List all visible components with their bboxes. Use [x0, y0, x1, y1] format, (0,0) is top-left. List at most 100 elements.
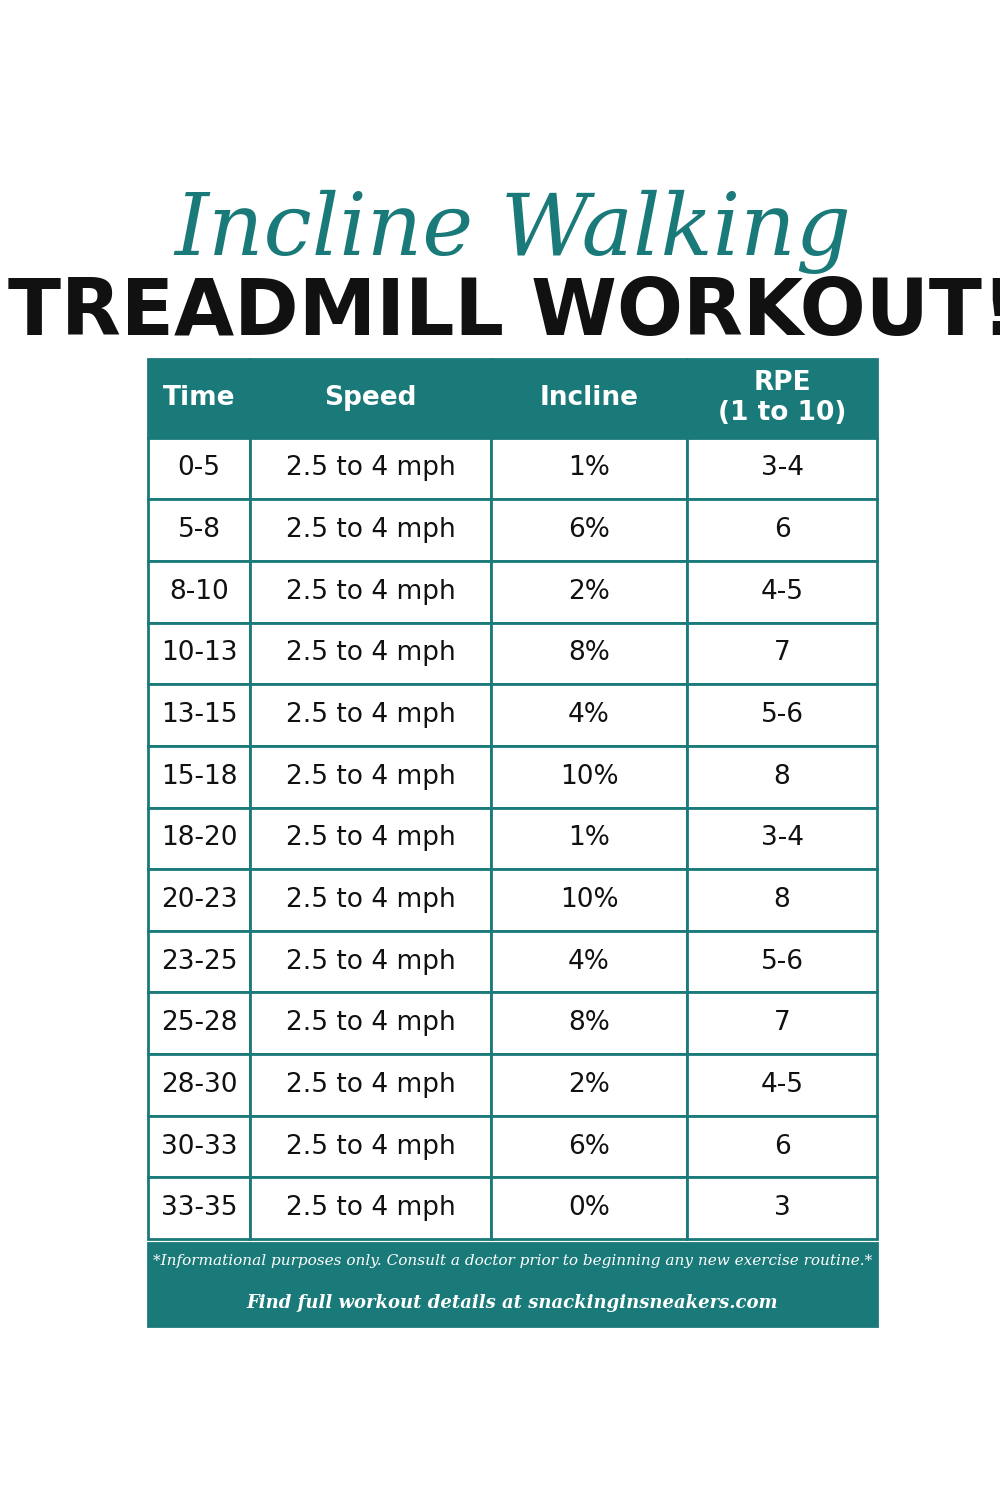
- Text: Time: Time: [163, 386, 235, 411]
- FancyBboxPatch shape: [250, 868, 491, 932]
- FancyBboxPatch shape: [687, 746, 877, 807]
- Text: 2.5 to 4 mph: 2.5 to 4 mph: [286, 1134, 455, 1160]
- Text: 2.5 to 4 mph: 2.5 to 4 mph: [286, 640, 455, 666]
- FancyBboxPatch shape: [687, 438, 877, 500]
- Text: 1%: 1%: [568, 825, 610, 852]
- Text: 5-8: 5-8: [178, 518, 221, 543]
- Text: 0%: 0%: [568, 1196, 610, 1221]
- FancyBboxPatch shape: [148, 746, 250, 807]
- FancyBboxPatch shape: [148, 1116, 250, 1178]
- Text: 2.5 to 4 mph: 2.5 to 4 mph: [286, 1072, 455, 1098]
- FancyBboxPatch shape: [491, 993, 687, 1054]
- Text: 4%: 4%: [568, 702, 610, 727]
- FancyBboxPatch shape: [250, 1116, 491, 1178]
- Text: 2.5 to 4 mph: 2.5 to 4 mph: [286, 702, 455, 727]
- FancyBboxPatch shape: [491, 868, 687, 932]
- Text: 0-5: 0-5: [178, 456, 221, 482]
- Text: 8%: 8%: [568, 1011, 610, 1036]
- FancyBboxPatch shape: [491, 1054, 687, 1116]
- FancyBboxPatch shape: [687, 358, 877, 438]
- FancyBboxPatch shape: [491, 561, 687, 622]
- Text: 13-15: 13-15: [161, 702, 237, 727]
- Text: 2.5 to 4 mph: 2.5 to 4 mph: [286, 1011, 455, 1036]
- FancyBboxPatch shape: [148, 932, 250, 993]
- Text: 6%: 6%: [568, 1134, 610, 1160]
- Text: 28-30: 28-30: [161, 1072, 237, 1098]
- FancyBboxPatch shape: [250, 684, 491, 746]
- Text: Incline Walking: Incline Walking: [174, 190, 851, 274]
- Text: 2.5 to 4 mph: 2.5 to 4 mph: [286, 886, 455, 914]
- FancyBboxPatch shape: [491, 932, 687, 993]
- FancyBboxPatch shape: [250, 1178, 491, 1239]
- Text: 8: 8: [774, 764, 790, 789]
- FancyBboxPatch shape: [491, 622, 687, 684]
- Text: Find full workout details at snackinginsneakers.com: Find full workout details at snackingins…: [247, 1293, 778, 1311]
- Text: 2.5 to 4 mph: 2.5 to 4 mph: [286, 825, 455, 852]
- Text: 33-35: 33-35: [161, 1196, 237, 1221]
- FancyBboxPatch shape: [148, 438, 250, 500]
- Text: 10-13: 10-13: [161, 640, 237, 666]
- FancyBboxPatch shape: [491, 1178, 687, 1239]
- Text: 6: 6: [774, 518, 790, 543]
- FancyBboxPatch shape: [687, 622, 877, 684]
- FancyBboxPatch shape: [491, 1116, 687, 1178]
- Text: 8%: 8%: [568, 640, 610, 666]
- Text: RPE
(1 to 10): RPE (1 to 10): [718, 370, 846, 426]
- Text: 2.5 to 4 mph: 2.5 to 4 mph: [286, 518, 455, 543]
- Text: 10%: 10%: [560, 886, 618, 914]
- Text: 5-6: 5-6: [761, 702, 804, 727]
- FancyBboxPatch shape: [148, 868, 250, 932]
- Text: 2.5 to 4 mph: 2.5 to 4 mph: [286, 1196, 455, 1221]
- FancyBboxPatch shape: [687, 1178, 877, 1239]
- FancyBboxPatch shape: [148, 1178, 250, 1239]
- FancyBboxPatch shape: [687, 684, 877, 746]
- Text: 3: 3: [774, 1196, 790, 1221]
- FancyBboxPatch shape: [491, 684, 687, 746]
- FancyBboxPatch shape: [687, 807, 877, 868]
- FancyBboxPatch shape: [250, 561, 491, 622]
- Text: 2.5 to 4 mph: 2.5 to 4 mph: [286, 579, 455, 604]
- Text: 7: 7: [774, 640, 790, 666]
- Text: 2%: 2%: [568, 579, 610, 604]
- Text: Speed: Speed: [324, 386, 417, 411]
- Text: 2.5 to 4 mph: 2.5 to 4 mph: [286, 456, 455, 482]
- FancyBboxPatch shape: [687, 500, 877, 561]
- Text: TREADMILL WORKOUT!: TREADMILL WORKOUT!: [8, 274, 1000, 351]
- FancyBboxPatch shape: [250, 500, 491, 561]
- FancyBboxPatch shape: [148, 807, 250, 868]
- Text: 1%: 1%: [568, 456, 610, 482]
- FancyBboxPatch shape: [148, 993, 250, 1054]
- Text: 15-18: 15-18: [161, 764, 237, 789]
- Text: 2.5 to 4 mph: 2.5 to 4 mph: [286, 764, 455, 789]
- Text: 20-23: 20-23: [161, 886, 237, 914]
- FancyBboxPatch shape: [148, 684, 250, 746]
- Text: 18-20: 18-20: [161, 825, 237, 852]
- FancyBboxPatch shape: [148, 500, 250, 561]
- FancyBboxPatch shape: [148, 1242, 877, 1326]
- FancyBboxPatch shape: [687, 1116, 877, 1178]
- Text: 25-28: 25-28: [161, 1011, 237, 1036]
- Text: 6: 6: [774, 1134, 790, 1160]
- Text: 2.5 to 4 mph: 2.5 to 4 mph: [286, 948, 455, 975]
- FancyBboxPatch shape: [250, 622, 491, 684]
- Text: 23-25: 23-25: [161, 948, 237, 975]
- FancyBboxPatch shape: [687, 561, 877, 622]
- FancyBboxPatch shape: [250, 807, 491, 868]
- Text: 10%: 10%: [560, 764, 618, 789]
- FancyBboxPatch shape: [250, 1054, 491, 1116]
- FancyBboxPatch shape: [148, 1054, 250, 1116]
- Text: 4%: 4%: [568, 948, 610, 975]
- FancyBboxPatch shape: [250, 438, 491, 500]
- Text: 7: 7: [774, 1011, 790, 1036]
- FancyBboxPatch shape: [687, 1054, 877, 1116]
- Text: 30-33: 30-33: [161, 1134, 237, 1160]
- Text: Incline: Incline: [539, 386, 638, 411]
- FancyBboxPatch shape: [687, 868, 877, 932]
- Text: 4-5: 4-5: [761, 1072, 804, 1098]
- Text: 2%: 2%: [568, 1072, 610, 1098]
- FancyBboxPatch shape: [491, 438, 687, 500]
- FancyBboxPatch shape: [250, 993, 491, 1054]
- Text: 8-10: 8-10: [169, 579, 229, 604]
- FancyBboxPatch shape: [687, 993, 877, 1054]
- Text: 8: 8: [774, 886, 790, 914]
